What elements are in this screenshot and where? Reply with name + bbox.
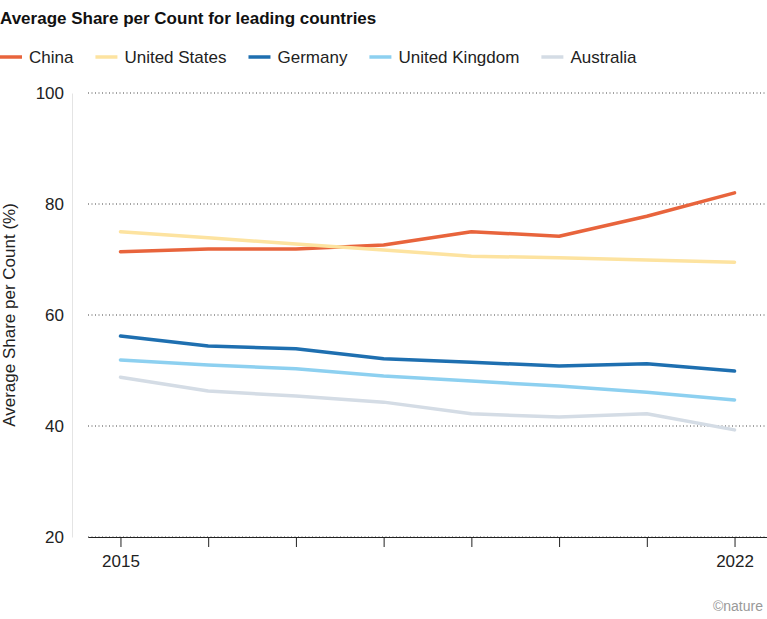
y-axis-title: Average Share per Count (%): [0, 203, 19, 427]
legend-label: Germany: [277, 48, 347, 67]
x-tick-mark: [384, 537, 385, 547]
legend-label: Australia: [570, 48, 637, 67]
y-tick: 40: [45, 417, 72, 436]
legend-label: United Kingdom: [398, 48, 519, 67]
y-tick-label: 20: [45, 528, 64, 547]
y-tick: 20: [45, 528, 72, 547]
x-tick-mark: [735, 537, 736, 547]
legend-item: Australia: [541, 48, 637, 67]
grid-line: [88, 315, 767, 316]
series-line: [120, 377, 734, 430]
x-tick-mark: [296, 537, 297, 547]
legend-swatch: [248, 55, 270, 59]
y-tick-label: 40: [45, 417, 64, 436]
y-axis-line: [72, 94, 73, 538]
x-tick: [208, 537, 209, 547]
x-tick-label: 2022: [716, 552, 754, 571]
x-tick-mark: [208, 537, 209, 547]
y-tick-label: 80: [45, 195, 64, 214]
legend-swatch: [0, 55, 22, 59]
grid-line: [88, 204, 767, 205]
grid-line: [88, 93, 767, 94]
annotation: ©nature: [713, 598, 763, 614]
x-tick-label: 2015: [102, 552, 140, 571]
legend-item: United States: [95, 48, 226, 67]
legend-label: China: [29, 48, 74, 67]
x-tick-mark: [120, 537, 121, 547]
series-line: [120, 193, 734, 252]
x-tick: [559, 537, 560, 547]
y-tick: 100: [36, 84, 72, 103]
y-axis: 20 40 60 80 100: [36, 84, 73, 547]
legend-label: United States: [124, 48, 226, 67]
x-tick-mark: [647, 537, 648, 547]
x-axis-line: [89, 537, 767, 538]
x-tick: [471, 537, 472, 547]
series-line: [120, 360, 734, 400]
legend-swatch: [369, 55, 391, 59]
legend-swatch: [541, 55, 563, 59]
grid: [88, 93, 767, 537]
title: Average Share per Count for leading coun…: [0, 9, 376, 28]
legend: China United States Germany United Kingdom A…: [0, 48, 637, 67]
legend-item: United Kingdom: [369, 48, 519, 67]
y-tick-label: 100: [36, 84, 64, 103]
x-tick: [384, 537, 385, 547]
legend-item: Germany: [248, 48, 347, 67]
legend-swatch: [95, 55, 117, 59]
x-tick: [296, 537, 297, 547]
series-line: [120, 232, 734, 263]
x-axis: 2015 2022: [89, 537, 767, 571]
grid-line: [88, 537, 767, 538]
x-tick-mark: [559, 537, 560, 547]
legend-item: China: [0, 48, 74, 67]
chart: Average Share per Count for leading coun…: [0, 0, 767, 619]
y-tick-label: 60: [45, 306, 64, 325]
y-tick: 60: [45, 306, 72, 325]
y-tick: 80: [45, 195, 72, 214]
plot-area: [120, 193, 734, 430]
x-tick: [647, 537, 648, 547]
grid-line: [88, 426, 767, 427]
x-tick: 2015: [102, 537, 140, 571]
x-tick-mark: [471, 537, 472, 547]
x-tick: 2022: [716, 537, 754, 571]
